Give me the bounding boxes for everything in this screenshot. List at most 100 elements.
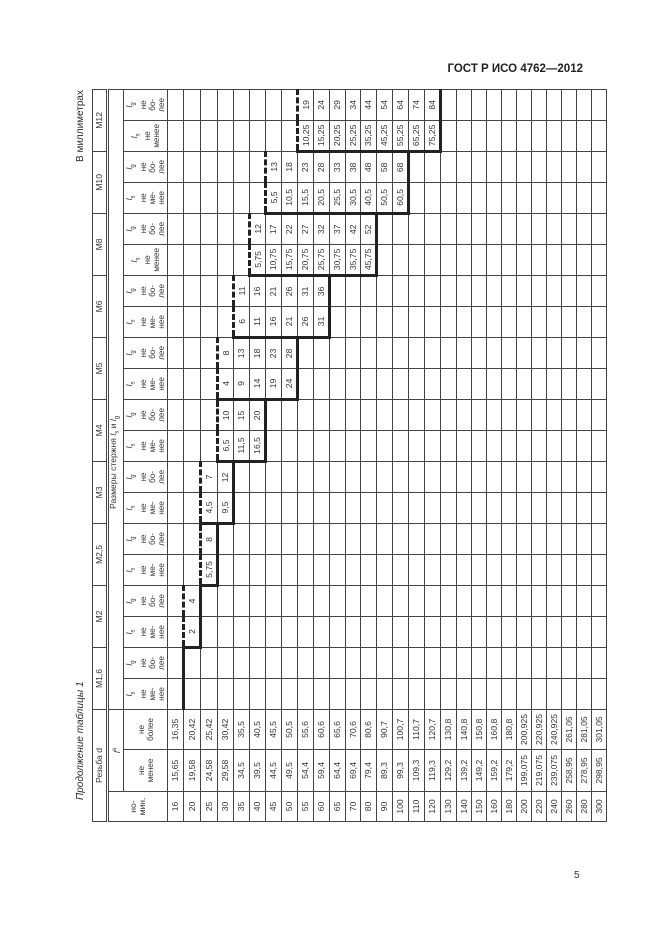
ls-cell: 5,5 xyxy=(265,182,282,214)
lg-cell: 42 xyxy=(345,213,361,245)
lg-cell xyxy=(531,151,547,183)
min-length: 278,95 xyxy=(576,749,592,792)
ls-cell: 21 xyxy=(281,306,298,338)
lg-cell xyxy=(408,151,425,183)
lg-cell xyxy=(376,647,393,679)
ls-cell xyxy=(200,244,218,276)
lg-cell: 8 xyxy=(200,523,218,555)
ls-cell: 19 xyxy=(265,368,282,400)
lg-cell xyxy=(561,337,577,369)
ls-cell xyxy=(167,430,184,462)
ls-cell xyxy=(200,306,218,338)
nominal-length: 45 xyxy=(265,791,282,822)
ls-cell xyxy=(200,616,218,648)
ls-cell xyxy=(281,554,298,586)
ls-subscript: s xyxy=(130,691,137,695)
lg-cell xyxy=(392,337,409,369)
lg-cell xyxy=(471,523,487,555)
ls-cell xyxy=(516,244,532,276)
lg-cell xyxy=(424,647,441,679)
lg-cell xyxy=(376,213,393,245)
size-label-m1-6: M1,6 xyxy=(92,647,108,710)
max-length: 20,42 xyxy=(183,709,201,750)
ls-cell xyxy=(424,678,441,710)
lg-cell xyxy=(576,275,592,307)
ls-cell xyxy=(456,244,472,276)
max-length: 110,7 xyxy=(408,709,425,750)
lg-cell xyxy=(471,89,487,121)
ls-cell xyxy=(576,244,592,276)
lg-cell xyxy=(360,337,377,369)
table-row: 280 278,95 281,05 xyxy=(576,89,592,822)
ls-cell xyxy=(360,616,377,648)
ls-cell xyxy=(313,616,330,648)
ls-cell xyxy=(360,678,377,710)
lg-cell xyxy=(501,647,517,679)
ls-cell xyxy=(456,306,472,338)
ls-subscript: s xyxy=(130,567,137,571)
ls-cell xyxy=(424,182,441,214)
lg-cell: 37 xyxy=(329,213,346,245)
lg-cell xyxy=(561,585,577,617)
lg-cell: 28 xyxy=(313,151,330,183)
table-row: 60 59,4 60,6 31 36 25,75 32 20,5 28 15,25 24 xyxy=(313,89,330,822)
lg-cell: 48 xyxy=(360,151,377,183)
ls-cell xyxy=(591,554,607,586)
ls-cell xyxy=(440,368,457,400)
lg-cell xyxy=(486,399,502,431)
lg-cell xyxy=(516,151,532,183)
ls-cell: 15,5 xyxy=(297,182,314,214)
lg-cell xyxy=(591,585,607,617)
lg-cell: 13 xyxy=(265,151,282,183)
lg-cell xyxy=(233,461,250,493)
ls-cell xyxy=(576,306,592,338)
table-row: 50 49,5 50,5 24 28 21 26 15,75 22 10,5 18 xyxy=(281,89,298,822)
ls-cell xyxy=(183,554,201,586)
ls-cell xyxy=(360,306,377,338)
ls-cell xyxy=(329,430,346,462)
lg-cell xyxy=(501,151,517,183)
lg-cell: 21 xyxy=(265,275,282,307)
ls-cell: 9 xyxy=(233,368,250,400)
nominal-length: 180 xyxy=(501,791,517,822)
min-length: 99,3 xyxy=(392,749,409,792)
max-length: 50,5 xyxy=(281,709,298,750)
ls-subscript: s xyxy=(114,430,121,434)
lg-cell xyxy=(217,213,234,245)
ls-cell xyxy=(456,120,472,152)
lg-cell xyxy=(408,523,425,555)
lg-cell: 19 xyxy=(297,89,314,121)
ls-cell xyxy=(392,244,409,276)
ls-cell xyxy=(561,678,577,710)
ls-symbol: l xyxy=(108,433,119,436)
lg-cell xyxy=(329,647,346,679)
max-length: 150,8 xyxy=(471,709,487,750)
min-length: 109,3 xyxy=(408,749,425,792)
ls-cell xyxy=(376,678,393,710)
lg-cell: 20 xyxy=(249,399,266,431)
lg-cell xyxy=(440,213,457,245)
lg-cell xyxy=(297,647,314,679)
ls-cell xyxy=(200,678,218,710)
ls-cell xyxy=(471,244,487,276)
ls-min-header: ls не ме- нее xyxy=(123,678,168,710)
lg-cell xyxy=(167,213,184,245)
nominal-header: но- мин. xyxy=(107,791,168,822)
ls-cell xyxy=(561,492,577,524)
lg-cell xyxy=(217,89,234,121)
lg-cell xyxy=(360,647,377,679)
header-row-sizes: Резьба d M1,6 M2 M2,5 M3 M4 M5 M6 M8 M10 M12 xyxy=(92,89,108,822)
ls-cell xyxy=(408,306,425,338)
lg-cell xyxy=(456,647,472,679)
ls-cell: 24 xyxy=(281,368,298,400)
ls-symbol: l xyxy=(129,260,139,263)
ls-cell xyxy=(440,554,457,586)
ls-cell xyxy=(345,554,361,586)
ls-cell: 55,25 xyxy=(392,120,409,152)
ls-cell xyxy=(424,306,441,338)
lg-cell xyxy=(516,523,532,555)
lg-max-header: lg не бо- лее xyxy=(123,89,168,121)
table-row: 140 139,2 140,8 xyxy=(456,89,472,822)
lg-cell xyxy=(591,523,607,555)
lg-cell xyxy=(424,151,441,183)
